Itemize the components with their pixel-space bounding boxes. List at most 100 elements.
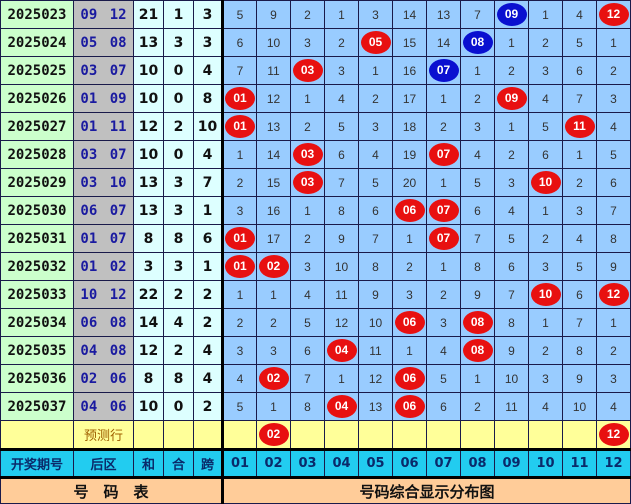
red-ball-marker: 12 bbox=[598, 3, 629, 26]
number-cell-10: 6 bbox=[528, 140, 563, 169]
prediction-cell-09 bbox=[494, 420, 529, 450]
draw-row: 2025031 01 07 8 8 6 01 17 2 9 7 1 07 7 5 2 4 8 bbox=[0, 224, 631, 253]
draw-row: 2025036 02 06 8 8 4 4 02 7 1 12 06 5 1 10 3 9 3 bbox=[0, 364, 631, 393]
prediction-cell-11 bbox=[562, 420, 597, 450]
header-period: 开奖期号 bbox=[0, 448, 74, 478]
number-cell-10: 10 bbox=[528, 280, 563, 309]
number-cell-04: 04 bbox=[324, 336, 359, 365]
number-cell-12: 3 bbox=[596, 364, 631, 393]
header-number: 11 bbox=[562, 448, 597, 478]
prediction-row: 预测行 02 12 bbox=[0, 420, 631, 450]
draw-row: 2025025 03 07 10 0 4 7 11 03 3 1 16 07 1 2 3 6 2 bbox=[0, 56, 631, 85]
number-cell-05: 2 bbox=[358, 84, 393, 113]
number-cell-03: 03 bbox=[290, 140, 325, 169]
number-cell-04: 2 bbox=[324, 28, 359, 57]
he-cell: 0 bbox=[163, 56, 194, 85]
period-cell: 2025023 bbox=[0, 0, 74, 29]
prediction-span-cell bbox=[193, 420, 223, 450]
red-ball-marker: 08 bbox=[462, 311, 493, 334]
sum-cell: 13 bbox=[133, 196, 164, 225]
number-cell-03: 2 bbox=[290, 0, 325, 29]
he-cell: 2 bbox=[163, 280, 194, 309]
number-cell-01: 6 bbox=[221, 28, 257, 57]
number-cell-11: 7 bbox=[562, 84, 597, 113]
number-cell-05: 05 bbox=[358, 28, 393, 57]
number-cell-05: 12 bbox=[358, 364, 393, 393]
prediction-cell-02: 02 bbox=[256, 420, 291, 450]
header-number: 02 bbox=[256, 448, 291, 478]
number-cell-02: 16 bbox=[256, 196, 291, 225]
footer-row: 号 码 表号码综合显示分布图 bbox=[0, 476, 631, 504]
back-zone-cell: 03 10 bbox=[73, 168, 134, 197]
number-cell-01: 4 bbox=[221, 364, 257, 393]
span-cell: 10 bbox=[193, 112, 223, 141]
number-cell-06: 1 bbox=[392, 224, 427, 253]
number-cell-02: 2 bbox=[256, 308, 291, 337]
draw-row: 2025032 01 02 3 3 1 01 02 3 10 8 2 1 8 6 3 5 9 bbox=[0, 252, 631, 281]
span-cell: 3 bbox=[193, 28, 223, 57]
sum-cell: 10 bbox=[133, 84, 164, 113]
period-cell: 2025035 bbox=[0, 336, 74, 365]
number-cell-11: 3 bbox=[562, 196, 597, 225]
red-ball-marker: 01 bbox=[225, 255, 255, 278]
red-ball-marker: 03 bbox=[292, 171, 323, 194]
period-cell: 2025027 bbox=[0, 112, 74, 141]
number-cell-11: 11 bbox=[562, 112, 597, 141]
prediction-empty-cell bbox=[0, 420, 74, 450]
header-sum: 和 bbox=[133, 448, 164, 478]
red-ball-marker: 04 bbox=[326, 395, 357, 418]
red-ball-marker: 03 bbox=[292, 143, 323, 166]
number-cell-05: 10 bbox=[358, 308, 393, 337]
period-cell: 2025024 bbox=[0, 28, 74, 57]
number-cell-02: 02 bbox=[256, 252, 291, 281]
number-cell-08: 08 bbox=[460, 308, 495, 337]
number-cell-01: 01 bbox=[221, 224, 257, 253]
number-cell-12: 3 bbox=[596, 84, 631, 113]
red-ball-marker: 07 bbox=[428, 143, 459, 166]
number-cell-07: 2 bbox=[426, 280, 461, 309]
number-cell-04: 8 bbox=[324, 196, 359, 225]
prediction-label: 预测行 bbox=[73, 420, 134, 450]
number-cell-09: 4 bbox=[494, 196, 529, 225]
span-cell: 3 bbox=[193, 0, 223, 29]
footer-number-table-title: 号 码 表 bbox=[0, 476, 223, 504]
number-cell-10: 3 bbox=[528, 252, 563, 281]
number-cell-08: 7 bbox=[460, 224, 495, 253]
red-ball-marker: 07 bbox=[428, 199, 459, 222]
number-cell-03: 03 bbox=[290, 168, 325, 197]
number-cell-02: 11 bbox=[256, 56, 291, 85]
number-cell-07: 07 bbox=[426, 196, 461, 225]
number-cell-05: 3 bbox=[358, 112, 393, 141]
blue-ball-marker: 07 bbox=[428, 59, 459, 82]
number-cell-07: 07 bbox=[426, 140, 461, 169]
number-cell-05: 4 bbox=[358, 140, 393, 169]
period-cell: 2025025 bbox=[0, 56, 74, 85]
number-cell-06: 18 bbox=[392, 112, 427, 141]
number-cell-01: 7 bbox=[221, 56, 257, 85]
sum-cell: 8 bbox=[133, 364, 164, 393]
number-cell-01: 3 bbox=[221, 196, 257, 225]
number-cell-02: 1 bbox=[256, 392, 291, 421]
number-cell-02: 12 bbox=[256, 84, 291, 113]
number-cell-03: 5 bbox=[290, 308, 325, 337]
number-cell-02: 17 bbox=[256, 224, 291, 253]
number-cell-12: 1 bbox=[596, 28, 631, 57]
number-cell-05: 11 bbox=[358, 336, 393, 365]
number-cell-03: 2 bbox=[290, 224, 325, 253]
he-cell: 0 bbox=[163, 140, 194, 169]
header-number: 04 bbox=[324, 448, 359, 478]
number-cell-07: 07 bbox=[426, 56, 461, 85]
draw-row: 2025029 03 10 13 3 7 2 15 03 7 5 20 1 5 3 10 2 6 bbox=[0, 168, 631, 197]
number-cell-03: 1 bbox=[290, 84, 325, 113]
number-cell-09: 3 bbox=[494, 168, 529, 197]
number-cell-07: 1 bbox=[426, 168, 461, 197]
number-cell-09: 2 bbox=[494, 140, 529, 169]
draw-row: 2025033 10 12 22 2 2 1 1 4 11 9 3 2 9 7 10 6 12 bbox=[0, 280, 631, 309]
span-cell: 6 bbox=[193, 224, 223, 253]
number-cell-06: 06 bbox=[392, 392, 427, 421]
he-cell: 3 bbox=[163, 196, 194, 225]
number-cell-04: 9 bbox=[324, 224, 359, 253]
number-cell-10: 3 bbox=[528, 56, 563, 85]
